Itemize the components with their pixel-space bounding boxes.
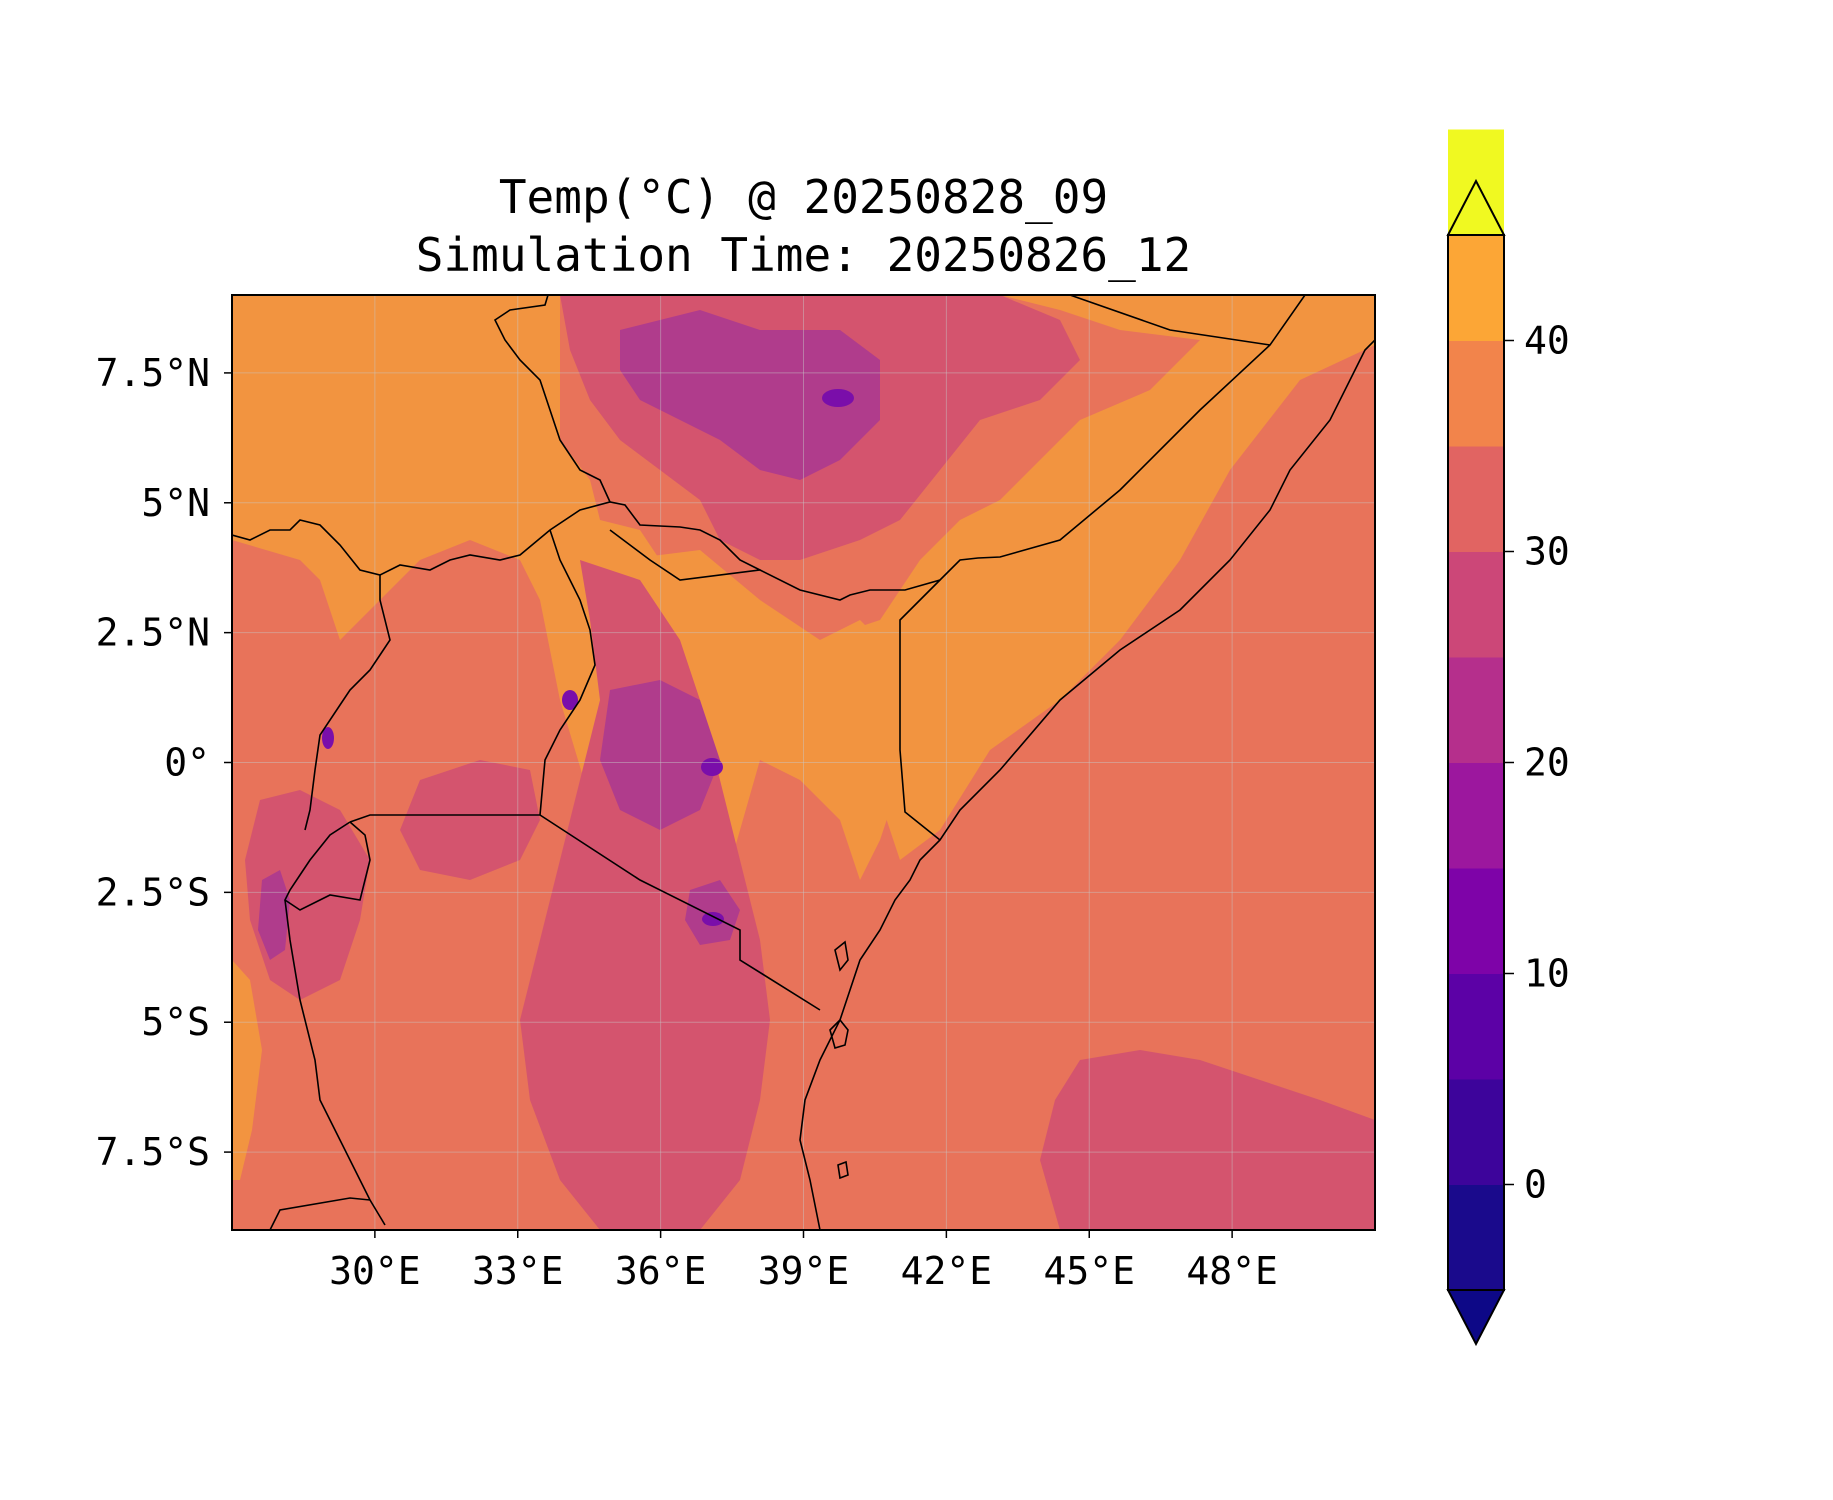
colorbar-segment [1448,657,1504,763]
colorbar-extend-low [1446,1289,1506,1347]
lon-tick-label: 39°E [758,1249,850,1293]
border-rwanda-burundi [283,821,371,911]
lon-tick-label: 48°E [1186,1249,1278,1293]
cool-region-rift [520,560,770,1230]
colorbar-segment [1448,1184,1504,1291]
coastline-mafia [837,1160,849,1180]
map-title: Temp(°C) @ 20250828_09 Simulation Time: … [232,168,1375,284]
colorbar-segment [1448,868,1504,974]
colorbar-tick-label: 20 [1524,741,1570,785]
lat-tick-label: 2.5°S [96,870,210,914]
lat-tick-label: 5°N [141,481,210,525]
cold-region-burundi [258,870,290,960]
colorbar-segment [1448,551,1504,658]
coldest-spot-kilimanjaro [702,912,724,926]
cold-region-kenya-highlands [600,680,720,830]
colorbar-segment [1448,973,1504,1080]
coldest-spot-rwenzori [322,727,334,749]
border-tanzania-drc-lake [284,899,386,1226]
colorbar-tick-label: 40 [1524,319,1570,363]
lon-tick-label: 45°E [1043,1249,1135,1293]
colorbar-tick-label: 0 [1524,1163,1547,1207]
longitude-axis: 30°E 33°E 36°E 39°E 42°E 45°E 48°E [329,1230,1278,1293]
colorbar-tick-label: 10 [1524,952,1570,996]
title-line-2: Simulation Time: 20250826_12 [415,228,1192,282]
map-gridlines [232,295,1375,1230]
lat-tick-label: 2.5°N [96,611,210,655]
border-south-sudan-ethiopia [493,295,611,503]
latitude-axis: 7.5°N 5°N 2.5°N 0° 2.5°S 5°S 7.5°S [96,351,232,1174]
coastline-pemba [834,940,849,972]
lon-tick-label: 30°E [329,1249,421,1293]
border-south-sudan-north [232,501,761,576]
colorbar-segment [1448,762,1504,869]
temperature-field [232,295,1375,1230]
colorbar-segment [1448,340,1504,447]
lon-tick-label: 42°E [901,1249,993,1293]
border-somalia-ethiopia [609,295,1306,601]
warm-region-west-edge [232,960,262,1180]
border-uganda-drc [304,575,391,831]
cool-region-ocean [1040,1050,1375,1230]
coldest-spot-elgon [562,690,578,710]
border-ethiopia-djibouti [1069,295,1271,346]
lon-tick-label: 33°E [472,1249,564,1293]
coastline-zanzibar [829,1018,849,1050]
colorbar-tick-label: 30 [1524,530,1570,574]
border-tanzania-zambia [269,1197,371,1230]
border-uganda-tanzania [349,814,540,823]
coldest-spot-mt-kenya [701,758,723,776]
colorbar: 0 10 20 30 40 [1446,129,1570,1347]
coldest-spot-ethiopia [822,389,854,407]
colorbar-segment [1448,1079,1504,1185]
border-kenya-tanzania [539,814,821,1011]
borders-coastlines [232,295,1375,1230]
lat-tick-label: 5°S [141,1000,210,1044]
colorbar-segment [1448,235,1504,341]
colorbar-segment [1448,446,1504,552]
cool-region-lake-victoria-east [400,760,540,880]
title-line-1: Temp(°C) @ 20250828_09 [498,170,1109,224]
lat-tick-label: 7.5°N [96,351,210,395]
lat-tick-label: 7.5°S [96,1130,210,1174]
lat-tick-label: 0° [164,741,210,785]
lon-tick-label: 36°E [615,1249,707,1293]
warm-region-central [620,550,920,880]
cold-region-ethiopia [620,310,880,480]
border-kenya-uganda [539,529,596,816]
border-kenya-somalia [899,579,941,841]
